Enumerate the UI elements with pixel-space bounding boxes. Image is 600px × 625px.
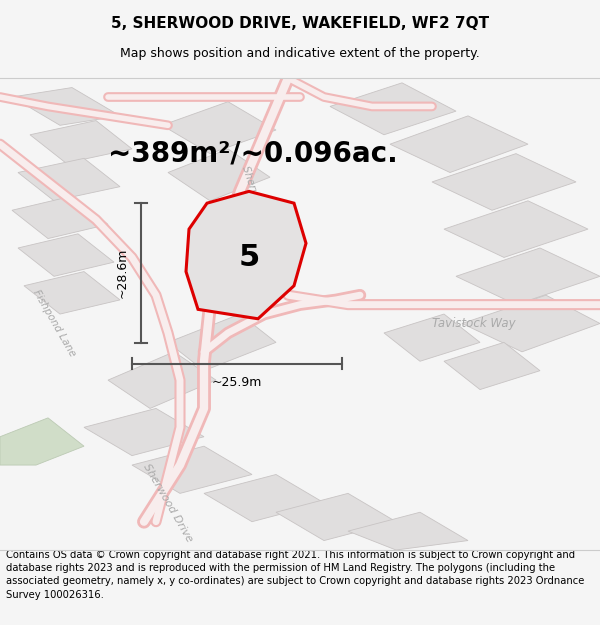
- Polygon shape: [84, 409, 204, 456]
- Polygon shape: [24, 272, 120, 314]
- Polygon shape: [390, 116, 528, 172]
- Polygon shape: [0, 418, 84, 465]
- Polygon shape: [168, 314, 276, 371]
- Polygon shape: [276, 493, 396, 541]
- Polygon shape: [444, 342, 540, 389]
- Polygon shape: [168, 149, 270, 201]
- Polygon shape: [186, 191, 306, 319]
- Polygon shape: [444, 201, 588, 258]
- Polygon shape: [18, 234, 114, 276]
- Text: ~28.6m: ~28.6m: [115, 248, 128, 298]
- Polygon shape: [18, 158, 120, 201]
- Polygon shape: [12, 88, 120, 125]
- Polygon shape: [462, 295, 600, 352]
- Text: Map shows position and indicative extent of the property.: Map shows position and indicative extent…: [120, 47, 480, 60]
- Text: Contains OS data © Crown copyright and database right 2021. This information is : Contains OS data © Crown copyright and d…: [6, 550, 584, 599]
- Polygon shape: [330, 83, 456, 135]
- Text: Sherwood Drive: Sherwood Drive: [142, 462, 194, 544]
- Text: Fishpond Lane: Fishpond Lane: [31, 288, 77, 359]
- Polygon shape: [204, 474, 324, 522]
- Polygon shape: [432, 154, 576, 210]
- Polygon shape: [132, 446, 252, 493]
- Text: ~389m²/~0.096ac.: ~389m²/~0.096ac.: [108, 139, 398, 168]
- Polygon shape: [30, 121, 132, 163]
- Polygon shape: [348, 512, 468, 550]
- Polygon shape: [162, 102, 276, 154]
- Polygon shape: [12, 196, 108, 239]
- Polygon shape: [456, 248, 600, 304]
- Text: Sherwood Drive: Sherwood Drive: [241, 165, 275, 246]
- Text: 5, SHERWOOD DRIVE, WAKEFIELD, WF2 7QT: 5, SHERWOOD DRIVE, WAKEFIELD, WF2 7QT: [111, 16, 489, 31]
- Text: Tavistock Way: Tavistock Way: [432, 317, 515, 330]
- Polygon shape: [384, 314, 480, 361]
- Polygon shape: [108, 352, 216, 409]
- Text: 5: 5: [238, 243, 260, 272]
- Text: ~25.9m: ~25.9m: [212, 376, 262, 389]
